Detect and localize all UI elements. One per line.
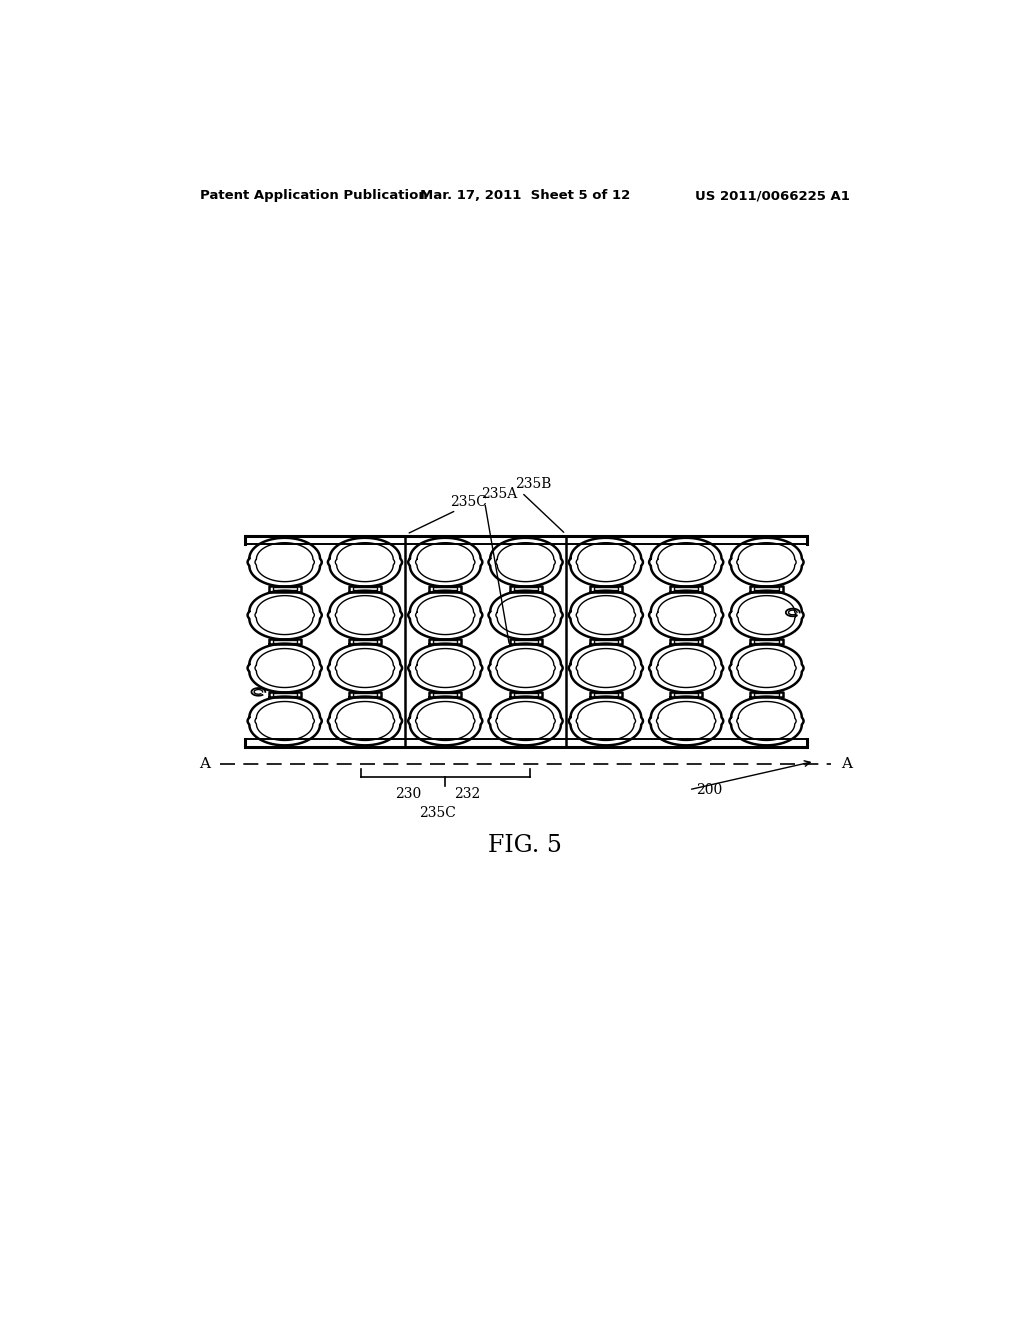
Text: 232: 232 (454, 788, 480, 801)
Text: Patent Application Publication: Patent Application Publication (200, 189, 428, 202)
Text: 235C: 235C (451, 495, 487, 508)
Text: FIG. 5: FIG. 5 (487, 834, 562, 858)
Text: 230: 230 (395, 788, 422, 801)
Text: 235A: 235A (481, 487, 517, 502)
Text: 235C: 235C (419, 807, 456, 820)
Text: 235B: 235B (515, 477, 552, 491)
Text: A: A (199, 758, 210, 771)
Text: 200: 200 (696, 783, 723, 797)
Text: US 2011/0066225 A1: US 2011/0066225 A1 (695, 189, 850, 202)
Text: Mar. 17, 2011  Sheet 5 of 12: Mar. 17, 2011 Sheet 5 of 12 (420, 189, 630, 202)
Text: A: A (841, 758, 852, 771)
